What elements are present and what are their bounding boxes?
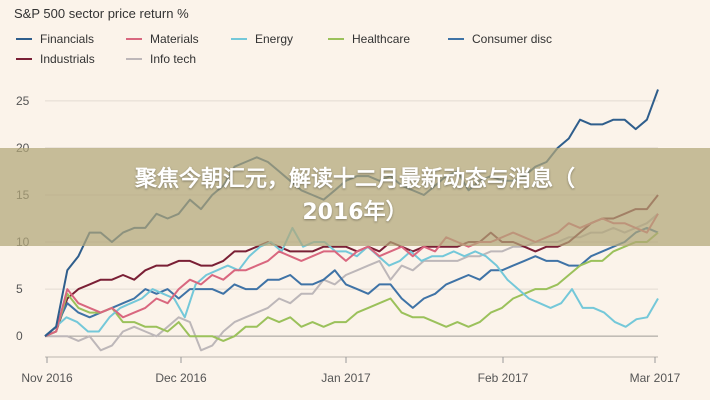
headline-text: 聚焦今朝汇元，解读十二月最新动态与消息（ 2016年）	[0, 163, 710, 229]
legend-label: Materials	[150, 32, 199, 46]
legend-label: Energy	[255, 32, 294, 46]
legend-item-energy: Energy	[231, 32, 293, 46]
legend-label: Consumer disc	[472, 32, 553, 46]
headline-banner	[0, 148, 710, 246]
x-tick-label: Mar 2017	[630, 371, 681, 385]
legend-label: Industrials	[40, 52, 95, 66]
legend-swatch	[16, 58, 32, 60]
legend-label: Info tech	[150, 52, 197, 66]
legend-item-healthcare: Healthcare	[328, 32, 410, 46]
legend-label: Healthcare	[352, 32, 411, 46]
headline-line-1: 聚焦今朝汇元，解读十二月最新动态与消息（	[134, 167, 575, 192]
legend-item-materials: Materials	[126, 32, 199, 46]
x-tick-label: Nov 2016	[21, 371, 73, 385]
legend-swatch	[448, 38, 464, 40]
y-tick-label: 25	[16, 94, 30, 108]
legend-swatch	[16, 38, 32, 40]
series-line-healthcare	[44, 231, 659, 342]
legend-item-info-tech: Info tech	[126, 52, 196, 66]
headline-line-2: 2016年）	[302, 200, 408, 225]
legend-swatch	[328, 38, 344, 40]
x-tick-label: Dec 2016	[155, 371, 207, 385]
series-line-energy	[44, 226, 659, 337]
series-line-industrials	[44, 194, 659, 338]
legend-label: Financials	[40, 32, 95, 46]
legend-item-consumer-disc: Consumer disc	[448, 32, 552, 46]
series-line-consumer-disc	[44, 226, 659, 337]
x-tick-label: Feb 2017	[478, 371, 529, 385]
legend-swatch	[126, 58, 142, 60]
chart-title: S&P 500 sector price return %	[14, 6, 189, 21]
legend-item-financials: Financials	[16, 32, 94, 46]
y-tick-label: 0	[16, 329, 23, 343]
legend-item-industrials: Industrials	[16, 52, 95, 66]
legend-swatch	[231, 38, 247, 40]
x-tick-label: Jan 2017	[321, 371, 371, 385]
y-tick-label: 5	[16, 282, 23, 296]
legend-swatch	[126, 38, 142, 40]
